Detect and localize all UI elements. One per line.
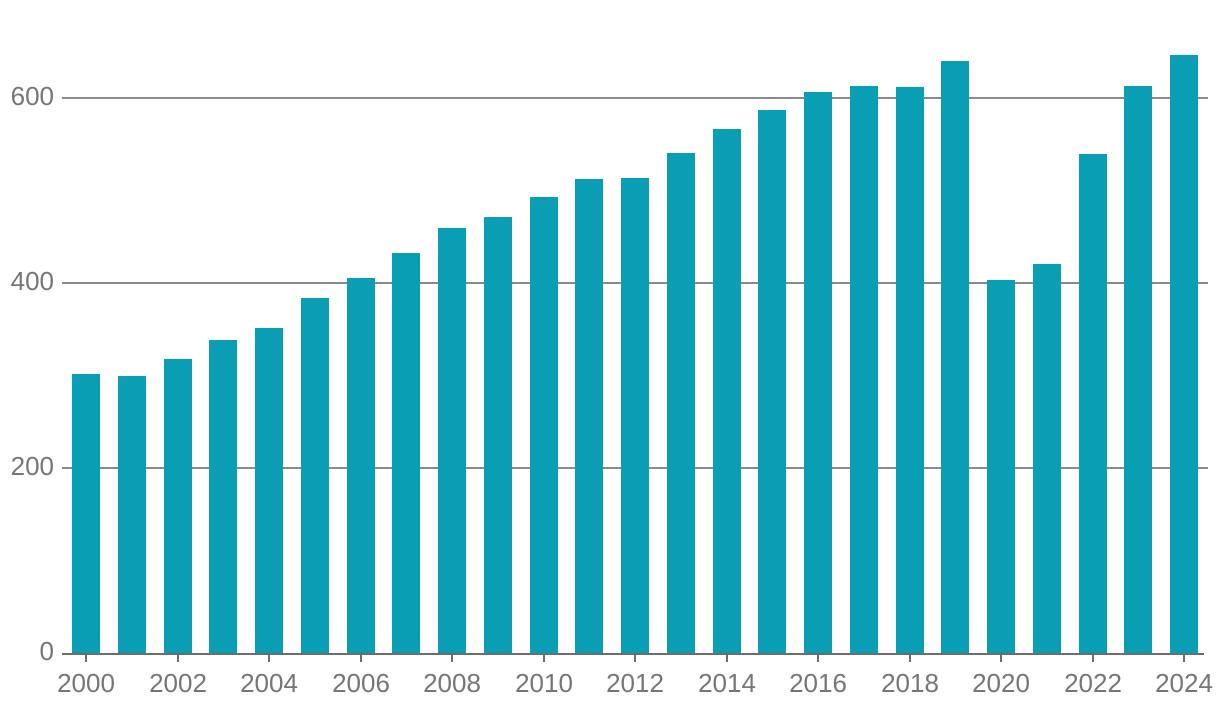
x-tick-label-2004: 2004 <box>240 668 298 698</box>
x-tick-2000 <box>85 653 87 662</box>
x-tick-2020 <box>1000 653 1002 662</box>
bar-2024 <box>1170 55 1198 653</box>
x-tick-label-2016: 2016 <box>789 668 847 698</box>
x-tick-label-2018: 2018 <box>881 668 939 698</box>
y-tick-label-600: 600 <box>10 81 54 111</box>
bar-2020 <box>987 280 1015 653</box>
x-tick-2018 <box>909 653 911 662</box>
bar-2019 <box>941 61 969 653</box>
bar-2006 <box>347 278 375 653</box>
x-tick-2008 <box>451 653 453 662</box>
x-tick-2016 <box>817 653 819 662</box>
bar-2013 <box>667 153 695 653</box>
bar-2016 <box>804 92 832 653</box>
bar-2002 <box>164 359 192 653</box>
bar-2000 <box>72 374 100 653</box>
x-tick-label-2014: 2014 <box>698 668 756 698</box>
gridline-600 <box>62 97 1208 99</box>
x-tick-label-2010: 2010 <box>515 668 573 698</box>
x-tick-2006 <box>360 653 362 662</box>
x-tick-2012 <box>634 653 636 662</box>
x-tick-label-2000: 2000 <box>57 668 115 698</box>
y-tick-label-200: 200 <box>10 451 54 481</box>
bar-2011 <box>575 179 603 653</box>
bar-2010 <box>530 197 558 653</box>
y-tick-label-0: 0 <box>39 636 54 666</box>
x-tick-2022 <box>1092 653 1094 662</box>
x-tick-label-2006: 2006 <box>332 668 390 698</box>
x-tick-label-2002: 2002 <box>149 668 207 698</box>
x-tick-label-2008: 2008 <box>423 668 481 698</box>
bar-2007 <box>392 253 420 653</box>
bar-2009 <box>484 217 512 653</box>
x-tick-2004 <box>268 653 270 662</box>
bar-2015 <box>758 110 786 653</box>
bar-2018 <box>896 87 924 653</box>
x-axis-line <box>62 653 1204 655</box>
y-tick-label-400: 400 <box>10 266 54 296</box>
x-tick-label-2012: 2012 <box>606 668 664 698</box>
x-tick-2024 <box>1183 653 1185 662</box>
bar-2012 <box>621 178 649 653</box>
x-tick-2002 <box>177 653 179 662</box>
bar-2005 <box>301 298 329 653</box>
x-tick-2010 <box>543 653 545 662</box>
bar-2014 <box>713 129 741 653</box>
bar-2008 <box>438 228 466 653</box>
x-tick-label-2024: 2024 <box>1155 668 1213 698</box>
bar-2001 <box>118 376 146 653</box>
bar-2003 <box>209 340 237 653</box>
x-tick-label-2022: 2022 <box>1064 668 1122 698</box>
x-tick-label-2020: 2020 <box>972 668 1030 698</box>
bar-2021 <box>1033 264 1061 653</box>
bar-2023 <box>1124 86 1152 653</box>
bar-2004 <box>255 328 283 653</box>
bar-2022 <box>1079 154 1107 653</box>
bar-2017 <box>850 86 878 653</box>
x-tick-2014 <box>726 653 728 662</box>
